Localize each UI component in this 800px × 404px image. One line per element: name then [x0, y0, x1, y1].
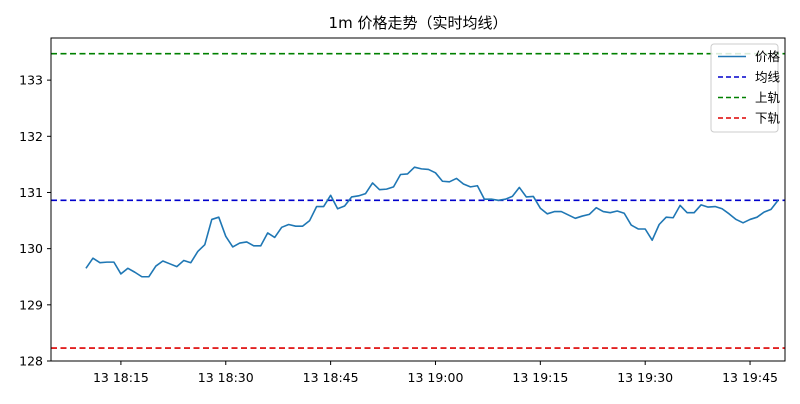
axes: 128 129 130 131 132 133 13 18:15 13 18:30 13 18:… — [19, 37, 786, 385]
x-tick-label: 13 18:45 — [303, 370, 359, 385]
legend-label: 下轨 — [755, 111, 781, 126]
legend-box — [710, 43, 779, 133]
legend-label: 均线 — [755, 70, 781, 85]
plot-series — [51, 52, 785, 349]
x-tick-label: 13 18:15 — [93, 370, 149, 385]
y-tick-label: 131 — [19, 185, 43, 200]
legend-label: 上轨 — [755, 90, 781, 105]
price-line — [85, 166, 779, 278]
y-tick-label: 129 — [19, 297, 43, 312]
x-tick-label: 13 19:30 — [617, 370, 673, 385]
x-tick-label: 13 19:15 — [512, 370, 568, 385]
plot-area — [51, 52, 785, 349]
x-tick-label: 13 19:00 — [408, 370, 464, 385]
legend-label: 价格 — [755, 49, 781, 64]
x-tick-label: 13 19:45 — [722, 370, 778, 385]
y-tick-label: 128 — [19, 354, 43, 369]
x-tick-label: 13 18:30 — [198, 370, 254, 385]
chart-title: 1m 价格走势（实时均线） — [329, 14, 508, 32]
y-tick-label: 132 — [19, 129, 43, 144]
y-tick-label: 133 — [19, 73, 43, 88]
plot-frame — [50, 37, 786, 362]
y-tick-label: 130 — [19, 241, 43, 256]
